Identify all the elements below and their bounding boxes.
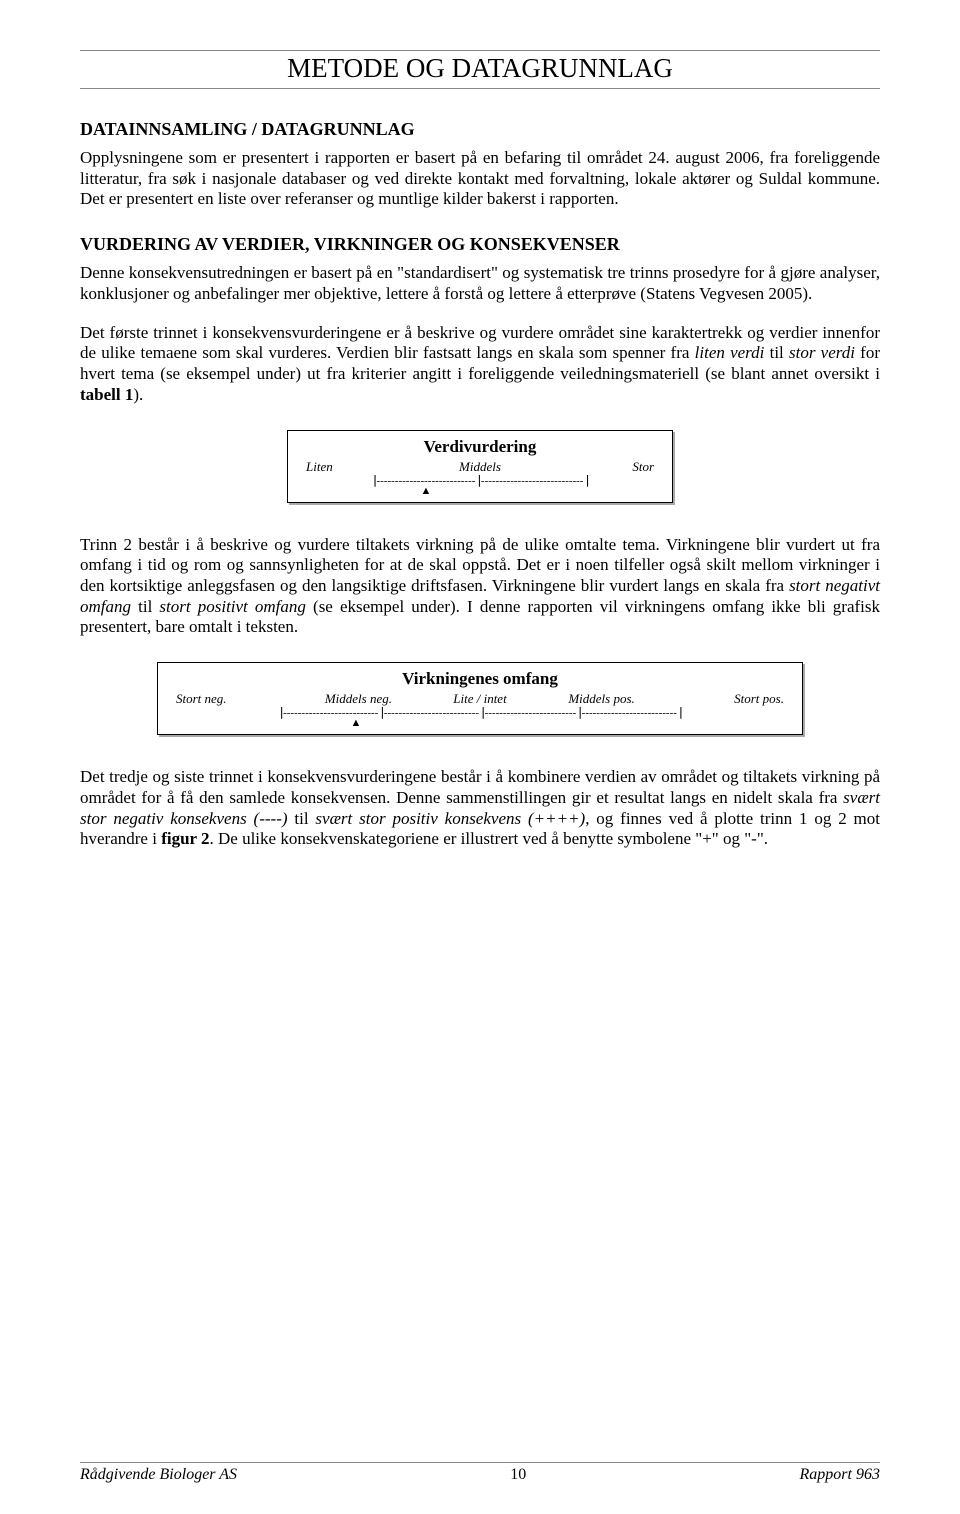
page-title: METODE OG DATAGRUNNLAG — [287, 53, 673, 83]
text: til — [131, 597, 159, 616]
footer-left: Rådgivende Biologer AS — [80, 1466, 237, 1484]
scale-dashes: ⎥--------------------------⎥------------… — [170, 707, 790, 719]
scale-label-middels: Middels — [422, 459, 538, 475]
text: Trinn 2 består i å beskrive og vurdere t… — [80, 535, 880, 595]
italic-text: svært stor positiv konsekvens (++++) — [315, 809, 585, 828]
paragraph-3: Det første trinnet i konsekvensvurdering… — [80, 323, 880, 406]
scale-title: Virkningenes omfang — [170, 669, 790, 689]
virkninger-scale: Virkningenes omfang Stort neg. Middels n… — [157, 662, 803, 735]
scale-arrow-icon: ▲ — [300, 487, 660, 496]
page-footer: Rådgivende Biologer AS 10 Rapport 963 — [80, 1462, 880, 1484]
text: ). — [133, 385, 143, 404]
paragraph-1: Opplysningene som er presentert i rappor… — [80, 148, 880, 210]
text: Det tredje og siste trinnet i konsekvens… — [80, 767, 880, 807]
scale-label-middels-pos: Middels pos. — [541, 691, 663, 707]
italic-text: stor verdi — [789, 343, 855, 362]
scale-labels: Liten Middels Stor — [300, 459, 660, 475]
scale-dashes: ⎥---------------------------⎥-----------… — [300, 475, 660, 487]
document-page: METODE OG DATAGRUNNLAG DATAINNSAMLING / … — [0, 0, 960, 1514]
scale-label-stort-pos: Stort pos. — [662, 691, 784, 707]
header-block: METODE OG DATAGRUNNLAG — [80, 50, 880, 89]
italic-text: stort positivt omfang — [159, 597, 305, 616]
scale-label-stort-neg: Stort neg. — [176, 691, 298, 707]
bold-text: figur 2 — [161, 829, 209, 848]
paragraph-5: Det tredje og siste trinnet i konsekvens… — [80, 767, 880, 850]
section-heading-1: DATAINNSAMLING / DATAGRUNNLAG — [80, 119, 880, 140]
scale-label-lite-intet: Lite / intet — [419, 691, 541, 707]
scale-arrow-icon: ▲ — [170, 719, 790, 728]
verdivurdering-scale: Verdivurdering Liten Middels Stor ⎥-----… — [287, 430, 673, 503]
section-heading-2: VURDERING AV VERDIER, VIRKNINGER OG KONS… — [80, 234, 880, 255]
paragraph-4: Trinn 2 består i å beskrive og vurdere t… — [80, 535, 880, 639]
scale-labels: Stort neg. Middels neg. Lite / intet Mid… — [170, 691, 790, 707]
text: . De ulike konsekvenskategoriene er illu… — [210, 829, 769, 848]
text: til — [288, 809, 316, 828]
scale-label-liten: Liten — [306, 459, 422, 475]
scale-title: Verdivurdering — [300, 437, 660, 457]
text: til — [764, 343, 789, 362]
footer-right: Rapport 963 — [800, 1466, 880, 1484]
scale-label-stor: Stor — [538, 459, 654, 475]
bold-text: tabell 1 — [80, 385, 133, 404]
scale-label-middels-neg: Middels neg. — [298, 691, 420, 707]
footer-page-number: 10 — [510, 1466, 526, 1484]
italic-text: liten verdi — [695, 343, 765, 362]
paragraph-2: Denne konsekvensutredningen er basert på… — [80, 263, 880, 304]
title-rule: METODE OG DATAGRUNNLAG — [80, 50, 880, 89]
